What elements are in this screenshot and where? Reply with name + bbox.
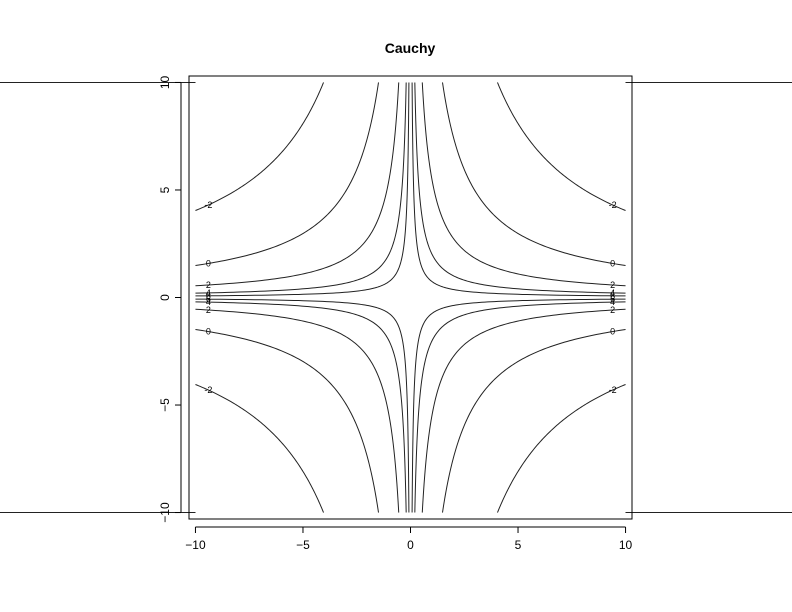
contour-label-4-q1: 4 <box>206 288 211 298</box>
contour-label-0-q3: 0 <box>206 327 211 337</box>
contour-line-level-2-q2 <box>195 82 400 287</box>
contour-line-level-6-q1 <box>411 82 626 297</box>
y-axis: −10 −5 0 5 10 <box>158 75 182 523</box>
contour-label-4-q4: 4 <box>610 297 615 307</box>
contour-line-level-4-q2 <box>195 82 407 294</box>
x-tick-label: 5 <box>515 538 522 552</box>
y-tick-label: 5 <box>158 186 172 193</box>
contour-line-level-6-q4 <box>195 298 410 513</box>
contour-line-level-0-q2 <box>195 82 379 266</box>
contour-line-level-4-q4 <box>195 301 407 513</box>
contour-lines <box>0 81 792 514</box>
contour-line-level-6-q3 <box>411 298 626 513</box>
x-axis: −10 −5 0 5 10 <box>185 526 633 552</box>
chart-title: Cauchy <box>385 40 436 56</box>
contour-line-level-2-q1 <box>421 82 626 287</box>
contour-line-level-0-q4 <box>195 329 379 513</box>
y-tick-label: −10 <box>158 502 172 523</box>
y-tick-label: −5 <box>158 398 172 412</box>
contour-line-level-2-q3 <box>421 308 626 513</box>
x-tick-label: 10 <box>619 538 633 552</box>
contour-label-0-q1: 0 <box>206 258 211 268</box>
contour-label-6-q4: 6 <box>610 294 615 304</box>
contour-label-0-q2: 0 <box>610 258 615 268</box>
x-tick-label: −5 <box>296 538 310 552</box>
contour-line-level-0-q1 <box>442 82 626 266</box>
contour-line-level-0-q3 <box>442 329 626 513</box>
contour-label-2-q1: 2 <box>206 280 211 290</box>
contour-label-4-q2: 4 <box>610 288 615 298</box>
x-tick-label: 0 <box>407 538 414 552</box>
contour-line-level--2-q2 <box>195 82 324 211</box>
contour-line-level-6-q2 <box>195 82 410 297</box>
contour-label-2-q3: 2 <box>206 305 211 315</box>
contour-label--2-q2: -2 <box>609 200 617 210</box>
contour-line-level--2-q1 <box>497 82 626 211</box>
contour-line-level-4-q1 <box>414 82 626 294</box>
contour-line-level-2-q4 <box>195 308 400 513</box>
contour-label-2-q2: 2 <box>610 280 615 290</box>
contour-label-6-q1: 6 <box>206 291 211 301</box>
contour-line-level--2-q4 <box>195 384 324 513</box>
contour-label--2-q3: -2 <box>204 385 212 395</box>
contour-label-2-q4: 2 <box>610 305 615 315</box>
contour-label-4-q3: 4 <box>206 297 211 307</box>
x-tick-label: −10 <box>185 538 206 552</box>
contour-label--2-q4: -2 <box>609 385 617 395</box>
plot-frame <box>188 75 633 520</box>
contour-label--2-q1: -2 <box>204 200 212 210</box>
contour-label-6-q3: 6 <box>206 294 211 304</box>
y-tick-label: 10 <box>158 75 172 89</box>
contour-line-level--2-q3 <box>497 384 626 513</box>
contour-line-level-4-q3 <box>414 301 626 513</box>
y-tick-label: 0 <box>158 294 172 301</box>
contour-label-0-q4: 0 <box>610 327 615 337</box>
contour-labels: -2 -2-2 -20 00 02 22 24 44 46 66 6 <box>204 200 616 395</box>
contour-label-6-q2: 6 <box>610 291 615 301</box>
